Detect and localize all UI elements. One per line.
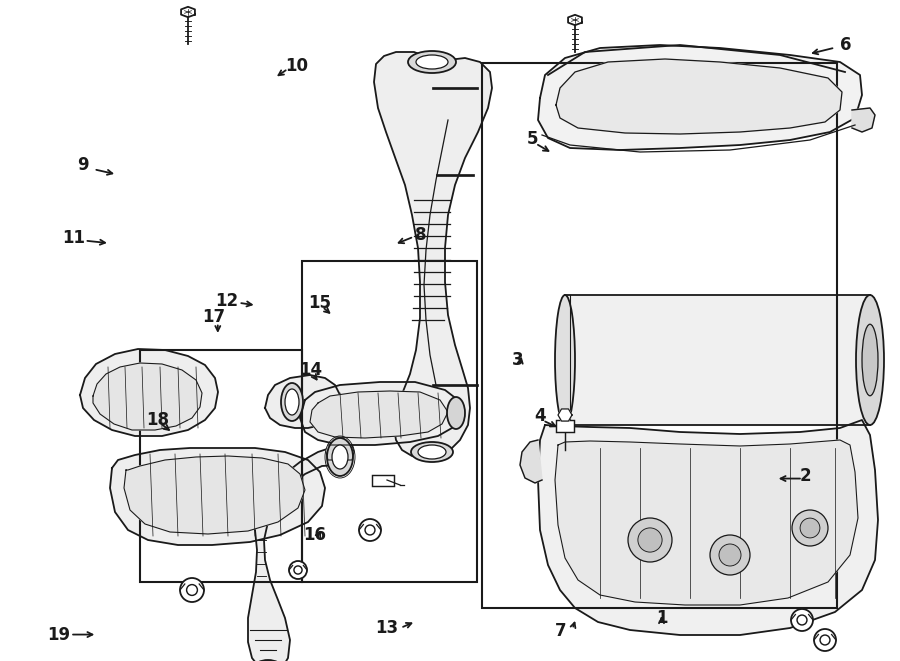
Circle shape xyxy=(814,629,836,651)
Polygon shape xyxy=(555,440,858,605)
Bar xyxy=(140,350,302,582)
Polygon shape xyxy=(300,382,460,445)
Circle shape xyxy=(791,609,813,631)
Circle shape xyxy=(365,525,375,535)
Polygon shape xyxy=(568,15,582,25)
Text: 7: 7 xyxy=(555,622,566,641)
Polygon shape xyxy=(80,349,218,436)
Polygon shape xyxy=(265,375,340,428)
Text: 8: 8 xyxy=(416,225,427,244)
Polygon shape xyxy=(852,108,875,132)
Bar xyxy=(556,420,574,432)
Circle shape xyxy=(638,528,662,552)
Ellipse shape xyxy=(411,442,453,462)
Ellipse shape xyxy=(447,397,465,429)
Ellipse shape xyxy=(327,438,353,476)
Text: 19: 19 xyxy=(47,625,70,644)
Polygon shape xyxy=(565,295,870,425)
Ellipse shape xyxy=(281,383,303,421)
Text: 10: 10 xyxy=(285,57,309,75)
Text: 3: 3 xyxy=(512,351,523,369)
Ellipse shape xyxy=(418,445,446,459)
Ellipse shape xyxy=(416,55,448,69)
Ellipse shape xyxy=(862,325,878,396)
Bar xyxy=(482,63,837,608)
Text: 16: 16 xyxy=(303,526,327,545)
Text: 17: 17 xyxy=(202,308,226,327)
Ellipse shape xyxy=(285,389,299,415)
Text: 1: 1 xyxy=(656,609,667,627)
Text: 5: 5 xyxy=(527,130,538,148)
Polygon shape xyxy=(558,409,572,421)
Text: 12: 12 xyxy=(215,292,238,310)
Polygon shape xyxy=(374,52,492,458)
Polygon shape xyxy=(110,448,325,545)
Text: 6: 6 xyxy=(841,36,851,54)
Circle shape xyxy=(719,544,741,566)
Polygon shape xyxy=(538,420,878,635)
Polygon shape xyxy=(538,45,862,150)
Circle shape xyxy=(186,584,197,596)
Polygon shape xyxy=(181,7,195,17)
Polygon shape xyxy=(93,363,202,430)
Polygon shape xyxy=(520,440,542,483)
Ellipse shape xyxy=(332,445,348,469)
Ellipse shape xyxy=(856,295,884,425)
Bar xyxy=(372,475,394,486)
Ellipse shape xyxy=(254,660,282,661)
Text: 13: 13 xyxy=(375,619,399,637)
Polygon shape xyxy=(556,59,842,134)
Circle shape xyxy=(359,519,381,541)
Ellipse shape xyxy=(408,51,456,73)
Text: 14: 14 xyxy=(299,361,322,379)
Ellipse shape xyxy=(555,295,575,425)
Circle shape xyxy=(180,578,204,602)
Circle shape xyxy=(797,615,807,625)
Circle shape xyxy=(710,535,750,575)
Circle shape xyxy=(800,518,820,538)
Polygon shape xyxy=(124,456,305,534)
Text: 15: 15 xyxy=(308,293,331,312)
Circle shape xyxy=(628,518,672,562)
Polygon shape xyxy=(248,448,348,661)
Circle shape xyxy=(294,566,302,574)
Polygon shape xyxy=(310,391,448,438)
Text: 18: 18 xyxy=(146,410,169,429)
Text: 11: 11 xyxy=(62,229,86,247)
Polygon shape xyxy=(326,445,354,460)
Text: 9: 9 xyxy=(77,156,88,175)
Circle shape xyxy=(792,510,828,546)
Bar xyxy=(302,261,477,582)
Circle shape xyxy=(289,561,307,579)
Circle shape xyxy=(820,635,830,645)
Text: 4: 4 xyxy=(535,407,545,426)
Text: 2: 2 xyxy=(800,467,811,485)
